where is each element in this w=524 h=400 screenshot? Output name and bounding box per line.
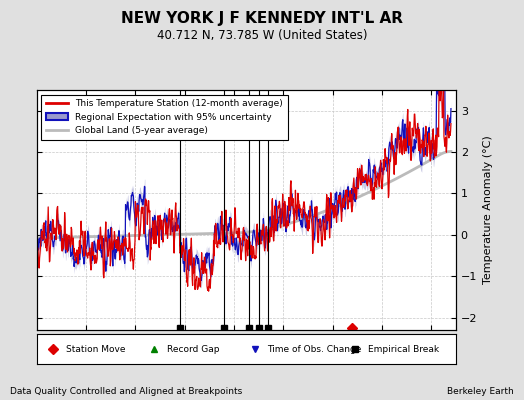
Text: Time of Obs. Change: Time of Obs. Change [267,344,362,354]
Text: Berkeley Earth: Berkeley Earth [447,387,514,396]
Text: Data Quality Controlled and Aligned at Breakpoints: Data Quality Controlled and Aligned at B… [10,387,243,396]
Text: NEW YORK J F KENNEDY INT'L AR: NEW YORK J F KENNEDY INT'L AR [121,10,403,26]
Legend: This Temperature Station (12-month average), Regional Expectation with 95% uncer: This Temperature Station (12-month avera… [41,94,288,140]
Text: Record Gap: Record Gap [167,344,219,354]
Y-axis label: Temperature Anomaly (°C): Temperature Anomaly (°C) [483,136,493,284]
Text: Empirical Break: Empirical Break [368,344,439,354]
Text: 40.712 N, 73.785 W (United States): 40.712 N, 73.785 W (United States) [157,30,367,42]
Text: Station Move: Station Move [66,344,126,354]
